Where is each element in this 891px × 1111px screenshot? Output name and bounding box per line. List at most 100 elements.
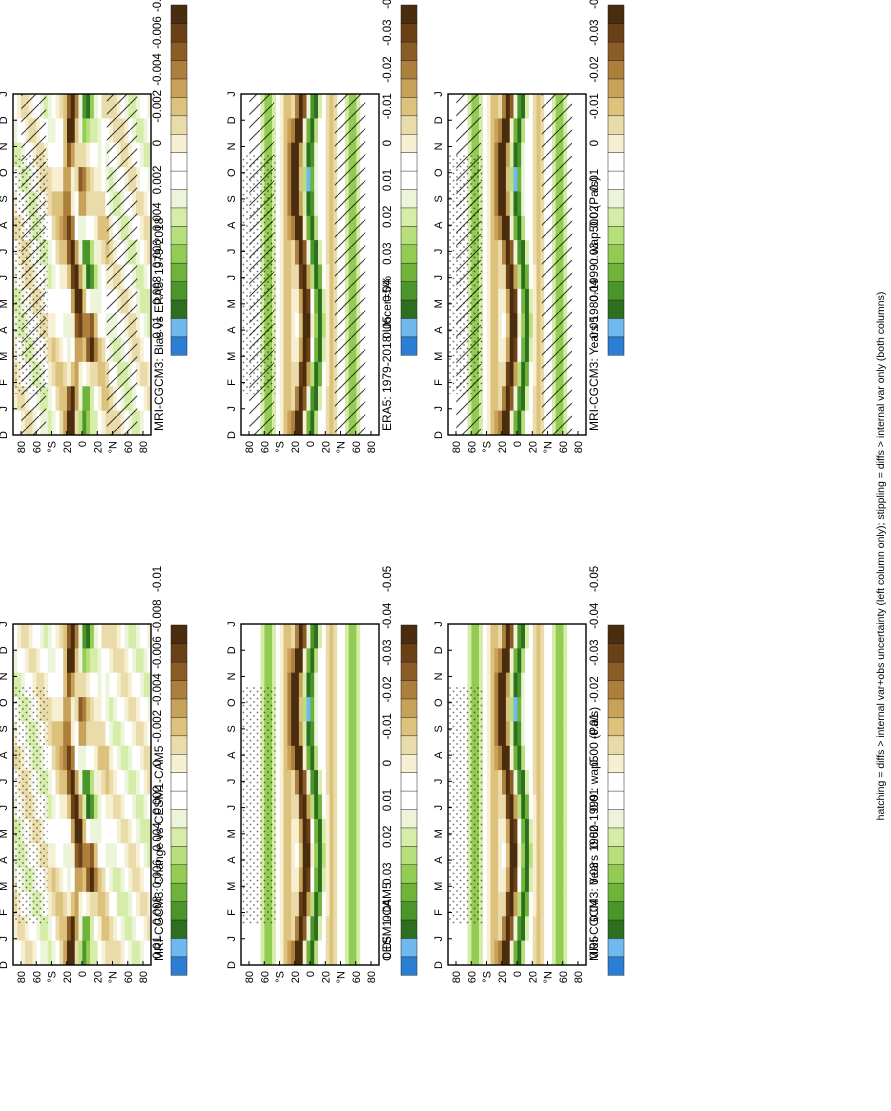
heatmap-cell xyxy=(93,313,98,338)
colorbar-label: 0.03 xyxy=(589,863,601,885)
heatmap-cell xyxy=(108,770,113,795)
x-tick-label: D xyxy=(226,961,238,969)
x-tick-label: A xyxy=(433,221,445,229)
heatmap-cell xyxy=(287,240,292,265)
heatmap-cell xyxy=(363,697,368,722)
heatmap-cell xyxy=(310,770,315,795)
heatmap-cell xyxy=(298,770,303,795)
colorbar-swatch xyxy=(400,262,418,282)
heatmap-cell xyxy=(329,215,334,241)
heatmap-cell xyxy=(287,940,292,966)
colorbar-label: 0.004 xyxy=(152,202,164,231)
heatmap-cell xyxy=(135,745,140,771)
heatmap-cell xyxy=(329,770,334,795)
heatmap-cell xyxy=(78,118,83,144)
heatmap-cell xyxy=(371,361,376,387)
heatmap-cell xyxy=(85,624,90,649)
heatmap-cell xyxy=(313,818,318,844)
heatmap-cell xyxy=(471,916,476,942)
heatmap-cell xyxy=(139,843,144,868)
heatmap-cell xyxy=(501,288,506,314)
heatmap-cell xyxy=(55,697,60,722)
heatmap-cell xyxy=(574,891,579,917)
heatmap-cell xyxy=(85,313,90,338)
heatmap-cell xyxy=(486,818,491,844)
heatmap-cell xyxy=(97,697,102,722)
heatmap-cell xyxy=(325,264,330,290)
heatmap-cell xyxy=(547,697,552,722)
heatmap-cell xyxy=(279,118,284,144)
heatmap-cell xyxy=(51,288,56,314)
colorbar-swatch xyxy=(400,680,418,700)
heatmap-cell xyxy=(290,940,295,966)
heatmap-cell xyxy=(279,264,284,290)
colorbar-label: 0 xyxy=(589,760,601,766)
heatmap-cell xyxy=(66,818,71,844)
heatmap-cell xyxy=(147,843,152,868)
heatmap-cell xyxy=(70,94,75,119)
heatmap-cell xyxy=(78,410,83,436)
heatmap-cell xyxy=(135,288,140,314)
heatmap-cell xyxy=(329,940,334,966)
heatmap-cell xyxy=(306,867,311,893)
heatmap-cell xyxy=(139,697,144,722)
heatmap-cell xyxy=(497,745,502,771)
y-tick-label: 80 xyxy=(451,971,463,983)
heatmap-cell xyxy=(520,313,525,338)
heatmap-cell xyxy=(536,843,541,868)
heatmap-cell xyxy=(78,264,83,290)
heatmap-cell xyxy=(313,672,318,698)
heatmap-cell xyxy=(78,891,83,917)
heatmap-cell xyxy=(543,891,548,917)
heatmap-cell xyxy=(101,672,106,698)
colorbar-swatch xyxy=(170,624,188,644)
colorbar-swatch xyxy=(400,845,418,866)
colorbar-label: 0.008 xyxy=(152,276,164,305)
heatmap-cell xyxy=(279,843,284,868)
heatmap-cell xyxy=(287,361,292,387)
heatmap-cell xyxy=(256,940,261,966)
heatmap-cell xyxy=(279,697,284,722)
heatmap-cell xyxy=(344,794,349,820)
heatmap-cell xyxy=(540,770,545,795)
heatmap-cell xyxy=(451,940,456,966)
x-tick-label: J xyxy=(226,779,238,785)
heatmap-cell xyxy=(582,215,587,241)
heatmap-cell xyxy=(135,672,140,698)
y-tick-label: 80 xyxy=(244,971,256,983)
heatmap-cell xyxy=(128,891,133,917)
heatmap-cell xyxy=(298,410,303,436)
heatmap-cell xyxy=(563,672,568,698)
heatmap-cell xyxy=(310,745,315,771)
heatmap-cell xyxy=(89,410,94,436)
y-tick-label: 60 xyxy=(466,441,478,453)
heatmap-cell xyxy=(279,794,284,820)
heatmap-cell xyxy=(524,167,529,192)
heatmap-cell xyxy=(306,118,311,144)
heatmap-cell xyxy=(298,386,303,412)
heatmap-cell xyxy=(78,215,83,241)
heatmap-cell xyxy=(62,361,67,387)
heatmap-cell xyxy=(108,891,113,917)
heatmap-cell xyxy=(105,672,110,698)
heatmap-cell xyxy=(367,94,372,119)
y-tick-label: °S xyxy=(275,441,287,453)
heatmap-cell xyxy=(28,940,33,966)
heatmap-cell xyxy=(279,288,284,314)
heatmap-cell xyxy=(459,916,464,942)
heatmap-cell xyxy=(313,142,318,168)
heatmap-cell xyxy=(336,916,341,942)
heatmap-cell xyxy=(105,721,110,747)
heatmap-cell xyxy=(517,916,522,942)
heatmap-cell xyxy=(290,916,295,942)
heatmap-cell xyxy=(47,721,52,747)
x-tick-label: M xyxy=(226,299,238,308)
heatmap-cell xyxy=(78,386,83,412)
heatmap-cell xyxy=(543,745,548,771)
heatmap-cell xyxy=(85,167,90,192)
heatmap-cell xyxy=(302,167,307,192)
colorbar-label: 0 xyxy=(152,760,164,766)
heatmap-cell xyxy=(279,940,284,966)
heatmap-cell xyxy=(294,794,299,820)
heatmap-cell xyxy=(505,386,510,412)
